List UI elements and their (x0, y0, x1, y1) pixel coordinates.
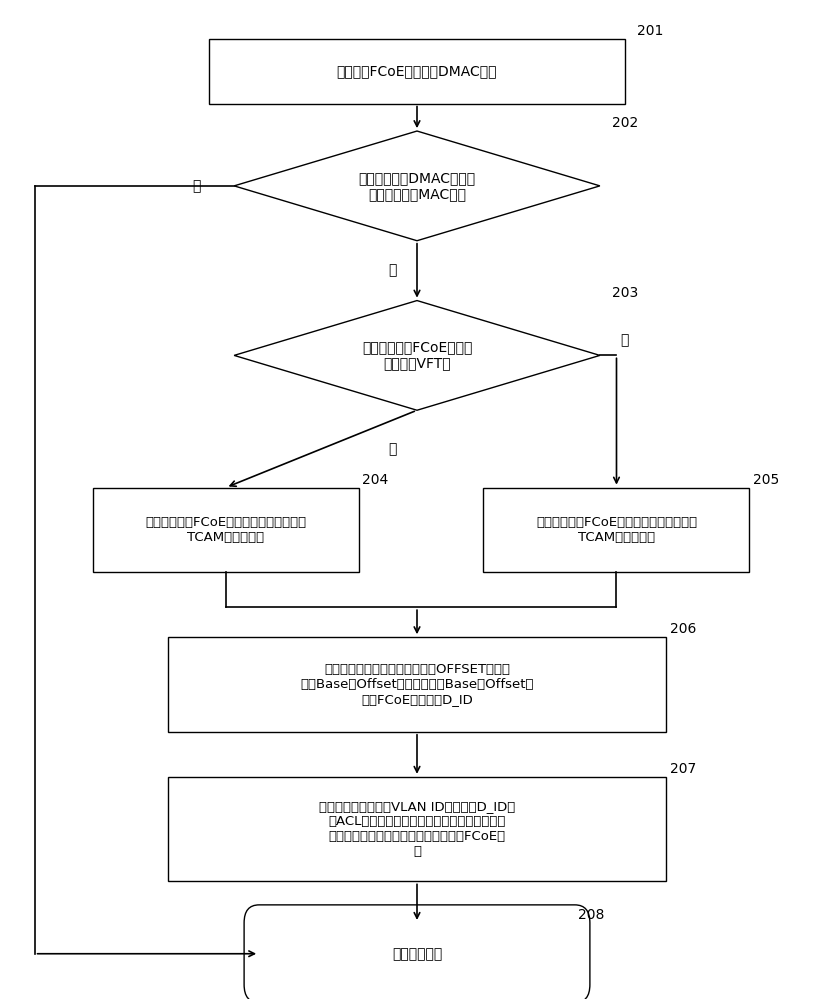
Bar (168, 637, 666, 732)
Text: 该设备根据该FCoE报文中以太类型在第一
TCAM表项中匹配: 该设备根据该FCoE报文中以太类型在第一 TCAM表项中匹配 (145, 516, 306, 544)
Text: 否: 否 (620, 333, 629, 347)
Text: 是: 是 (388, 442, 396, 456)
Text: 205: 205 (753, 473, 779, 487)
Text: 202: 202 (611, 116, 638, 130)
Text: 208: 208 (578, 908, 605, 922)
Text: 该设备根据匹配结果查找对应的OFFSET表项，
获取Base和Offset，根据获取的Base和Offset获
取该FCoE报文中的D_ID: 该设备根据匹配结果查找对应的OFFSET表项， 获取Base和Offset，根据… (300, 663, 534, 706)
Text: 否: 否 (193, 179, 201, 193)
Polygon shape (234, 131, 600, 241)
Text: 203: 203 (611, 286, 638, 300)
Bar (484, 488, 750, 572)
Text: 该设备判断该DMAC地址是
否为本设备的MAC地址: 该设备判断该DMAC地址是 否为本设备的MAC地址 (359, 171, 475, 201)
Text: 204: 204 (362, 473, 389, 487)
Bar (93, 488, 359, 572)
Text: 该设备获取报文中的VLAN ID和获取的D_ID，
在ACL表项中查找对应的出端口号和报文更新信
息，根据查找到报文更新信息更新所述FCoE报
文: 该设备获取报文中的VLAN ID和获取的D_ID， 在ACL表项中查找对应的出端… (319, 800, 515, 858)
Bar (168, 777, 666, 881)
Text: 206: 206 (670, 622, 696, 636)
Polygon shape (234, 301, 600, 410)
Text: 201: 201 (636, 24, 663, 38)
Bar (209, 39, 625, 104)
Text: 是: 是 (388, 264, 396, 278)
Text: 结束当前流程: 结束当前流程 (392, 947, 442, 961)
Text: 该设备确定该FCoE报文中
是否携带VFT头: 该设备确定该FCoE报文中 是否携带VFT头 (362, 340, 472, 371)
Text: 该设备根据该FCoE报文中以太类型在第二
TCAM表项中匹配: 该设备根据该FCoE报文中以太类型在第二 TCAM表项中匹配 (536, 516, 697, 544)
Text: 207: 207 (670, 762, 696, 776)
Text: 设备获取FCoE报文中的DMAC地址: 设备获取FCoE报文中的DMAC地址 (337, 64, 497, 78)
FancyBboxPatch shape (244, 905, 590, 1000)
